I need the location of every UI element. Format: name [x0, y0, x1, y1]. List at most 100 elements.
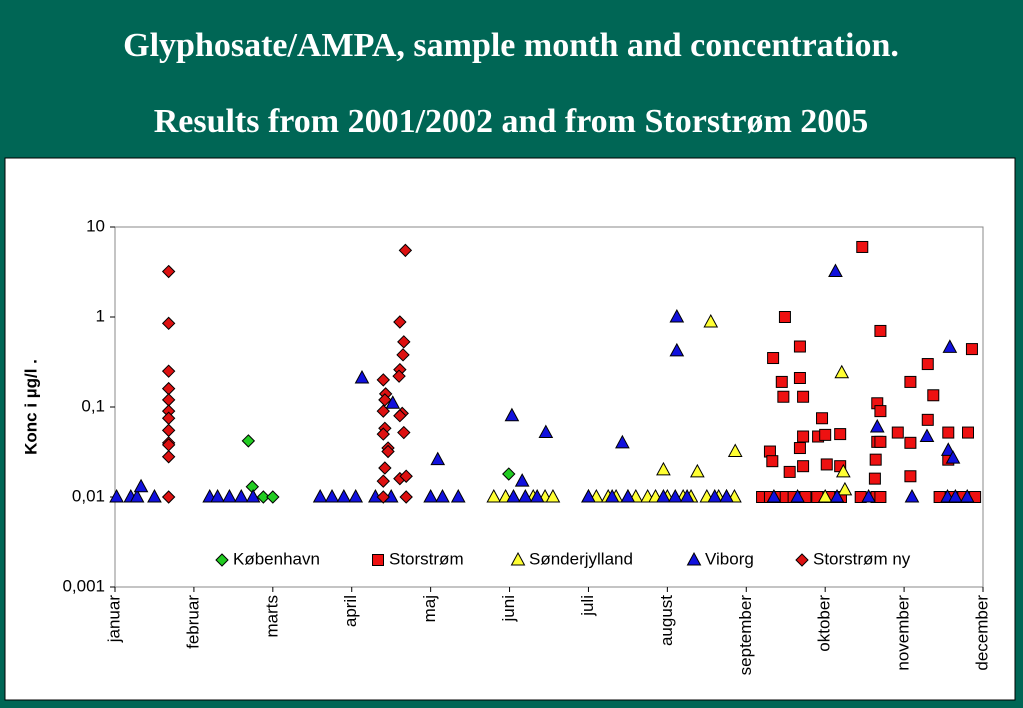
marker: [604, 488, 620, 503]
marker: [348, 488, 364, 503]
x-tick-label: november: [894, 595, 913, 671]
marker: [816, 412, 829, 425]
marker: [381, 444, 395, 459]
marker: [397, 335, 411, 349]
marker: [354, 369, 370, 384]
marker: [797, 430, 810, 443]
marker: [581, 488, 596, 503]
marker: [904, 488, 920, 503]
legend-label: Viborg: [705, 549, 754, 568]
marker: [834, 364, 850, 379]
marker: [793, 442, 806, 455]
marker: [656, 461, 671, 476]
marker: [904, 470, 917, 483]
marker: [423, 488, 438, 503]
legend-marker: [686, 551, 702, 566]
marker: [835, 463, 851, 478]
marker: [874, 435, 887, 448]
x-tick-label: oktober: [815, 595, 834, 652]
marker: [904, 375, 917, 388]
marker: [793, 340, 806, 353]
marker: [486, 488, 502, 503]
marker: [312, 488, 328, 503]
marker: [399, 490, 413, 504]
marker: [817, 488, 833, 503]
marker: [376, 474, 390, 488]
marker: [828, 263, 843, 278]
marker: [820, 458, 833, 471]
marker: [210, 488, 225, 503]
marker: [378, 461, 392, 475]
marker: [948, 488, 963, 503]
x-tick-label: december: [972, 595, 991, 671]
x-tick-label: september: [736, 595, 755, 676]
legend-label: Storstrøm: [389, 549, 464, 568]
marker: [392, 369, 406, 383]
marker: [517, 488, 533, 503]
marker: [620, 488, 636, 503]
marker: [393, 409, 407, 423]
marker: [385, 395, 401, 409]
marker: [942, 339, 958, 353]
marker: [783, 465, 796, 478]
marker: [766, 488, 782, 503]
marker: [529, 488, 545, 503]
marker: [819, 428, 832, 441]
marker: [962, 426, 975, 439]
marker: [690, 463, 705, 478]
marker: [376, 427, 390, 441]
marker: [399, 469, 413, 483]
marker: [161, 264, 176, 279]
marker: [161, 490, 176, 504]
marker: [790, 488, 805, 503]
marker: [147, 488, 162, 503]
marker: [727, 443, 743, 458]
marker: [797, 390, 810, 403]
legend-label: Sønderjylland: [529, 549, 633, 568]
marker: [868, 472, 881, 485]
legend-marker: [372, 554, 384, 566]
marker: [615, 434, 630, 449]
marker: [430, 451, 446, 466]
marker: [767, 352, 780, 365]
x-tick-label: juli: [578, 595, 597, 617]
y-axis-label: Konc i µg/l .: [21, 359, 40, 455]
marker: [504, 407, 520, 422]
marker: [679, 488, 695, 503]
marker: [927, 389, 940, 402]
marker: [719, 488, 734, 503]
marker: [874, 491, 887, 503]
x-tick-label: marts: [262, 595, 281, 638]
y-tick-label: 10: [86, 216, 105, 235]
marker: [904, 436, 917, 449]
marker: [538, 424, 554, 439]
x-tick-label: juni: [499, 595, 518, 622]
x-tick-label: januar: [104, 595, 123, 644]
marker: [829, 488, 845, 503]
marker: [834, 428, 847, 441]
marker: [874, 405, 887, 418]
marker: [222, 488, 237, 503]
marker: [376, 490, 390, 504]
marker: [965, 343, 978, 356]
legend-marker: [215, 553, 229, 567]
x-tick-label: august: [657, 595, 676, 646]
marker: [133, 478, 149, 493]
marker: [766, 455, 779, 468]
marker: [376, 373, 390, 387]
title: Glyphosate/AMPA, sample month and concen…: [123, 27, 899, 64]
marker: [241, 434, 256, 448]
marker: [869, 453, 882, 466]
x-tick-label: maj: [420, 595, 439, 622]
marker: [861, 488, 876, 503]
marker: [514, 473, 530, 487]
marker: [233, 488, 249, 503]
marker: [891, 426, 904, 439]
marker: [109, 488, 124, 503]
marker: [502, 467, 516, 481]
marker: [161, 316, 176, 331]
marker: [837, 481, 853, 496]
legend-marker: [510, 551, 526, 566]
marker: [945, 450, 961, 464]
